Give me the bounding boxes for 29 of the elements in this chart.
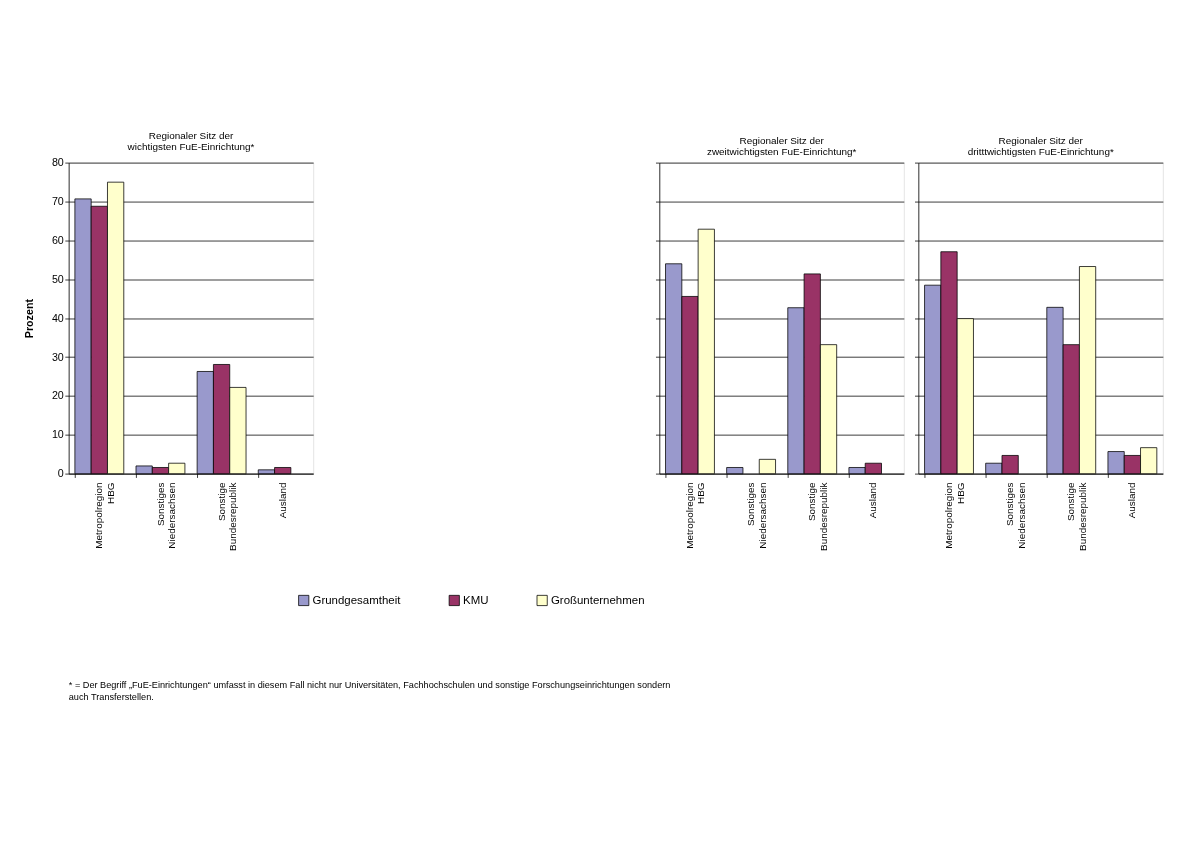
text: * = Der Begriff „FuE-Einrichtungen“ umfasst in diesem Fall nicht nur Universitäten, Fachhochschulen und sonstige Forschungseinrichtungen sondern auch Transferstellen.	[68, 680, 671, 702]
x-tick-label: Sonstige Bundesrepublik	[806, 482, 829, 551]
x-tick-label: Sonstiges Niedersachsen	[745, 482, 768, 549]
x-tick-label: Sonstiges Niedersachsen	[154, 482, 177, 549]
x-tick-label: Metropolregion HBG	[684, 482, 707, 549]
chart-title: Regionaler Sitz der dritttwichtigsten FuE-Einrichtung*	[967, 135, 1114, 158]
x-tick-label: Metropolregion HBG	[943, 482, 966, 549]
y-tick-label: 50	[51, 272, 64, 285]
y-tick-label: 20	[51, 389, 64, 402]
chart-title: Regionaler Sitz der wichtigsten FuE-Einrichtung*	[126, 130, 255, 153]
x-tick-label: Sonstiges Niedersachsen	[1004, 482, 1027, 549]
x-tick-label: Sonstige Bundesrepublik	[1065, 482, 1088, 551]
x-tick-label: Ausland	[1126, 482, 1138, 519]
legend-label: KMU	[463, 594, 489, 607]
x-tick-label: Ausland	[867, 482, 879, 519]
legend-label: Grundgesamtheit	[312, 594, 402, 607]
y-tick-label: 80	[51, 156, 64, 169]
y-tick-label: 10	[51, 428, 64, 441]
x-tick-label: Metropolregion HBG	[93, 482, 116, 549]
legend-label: Großunternehmen	[550, 594, 645, 607]
chart-title: Regionaler Sitz der zweitwichtigsten FuE-Einrichtung*	[706, 135, 857, 158]
x-tick-label: Ausland	[276, 482, 288, 519]
y-tick-label: 70	[51, 195, 64, 208]
x-tick-label: Sonstige Bundesrepublik	[215, 482, 239, 551]
y-tick-label: 30	[51, 350, 64, 363]
y-axis-title: Prozent	[22, 298, 35, 339]
y-tick-label: 0	[57, 467, 64, 480]
y-tick-label: 60	[51, 233, 64, 246]
y-tick-label: 40	[51, 311, 64, 324]
